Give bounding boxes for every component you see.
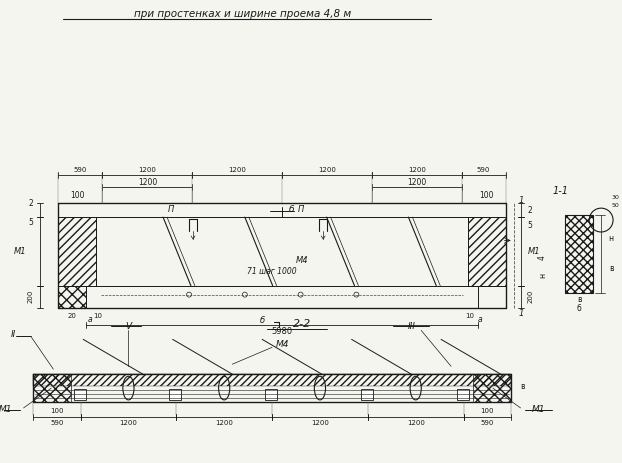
Text: в: в [609,264,613,273]
Text: 1200: 1200 [311,420,329,426]
Text: 1200: 1200 [407,420,425,426]
Bar [34,374,511,386]
Text: 100: 100 [480,191,494,200]
Text: 5980: 5980 [271,327,292,336]
Text: 200: 200 [27,290,34,303]
Bar [34,374,72,402]
Text: М4: М4 [276,340,289,349]
Text: 2-2: 2-2 [293,319,311,330]
Text: 2: 2 [29,199,34,208]
Bar [468,217,506,286]
Text: а: а [88,315,93,324]
Bar [169,389,181,400]
Text: н: н [608,234,614,244]
Text: 1200: 1200 [119,420,137,426]
Bar [265,389,277,400]
Text: П: П [168,205,174,213]
Bar [73,389,86,400]
Bar [361,389,373,400]
Text: II: II [11,330,16,339]
Text: III: III [407,322,415,331]
Bar [457,389,468,400]
Text: 10: 10 [93,313,103,319]
Text: б: б [259,316,265,325]
Text: П: П [298,205,304,213]
Text: 1200: 1200 [407,178,426,187]
Text: М1: М1 [0,406,12,414]
Text: 20: 20 [68,313,77,319]
Text: 71 шаг 1000: 71 шаг 1000 [248,267,297,276]
Text: при простенках и ширине проема 4,8 м: при простенках и ширине проема 4,8 м [134,9,351,19]
Text: 50: 50 [611,203,619,208]
Text: 10: 10 [465,313,475,319]
Text: в: в [521,382,525,391]
Text: М1: М1 [532,406,545,414]
Text: 1200: 1200 [408,167,425,173]
Text: 590: 590 [477,167,490,173]
Text: б: б [577,304,582,313]
Text: 590: 590 [50,420,63,426]
Text: М4: М4 [295,257,309,265]
Text: н: н [538,273,547,278]
Bar [473,374,511,402]
Bar [58,217,96,286]
Text: а: а [478,315,482,324]
Text: 100: 100 [50,408,64,414]
Text: 590: 590 [480,420,494,426]
Text: 1200: 1200 [139,167,156,173]
Text: 30: 30 [611,195,619,200]
Text: 100: 100 [70,191,85,200]
Text: 4: 4 [538,256,547,260]
Text: М1: М1 [527,247,540,256]
Text: 100: 100 [480,408,494,414]
Text: 1200: 1200 [137,178,157,187]
Text: 2: 2 [527,206,532,215]
Text: 590: 590 [74,167,87,173]
Text: 1200: 1200 [228,167,246,173]
Text: в: в [577,295,582,304]
Text: 1-1: 1-1 [552,186,569,196]
Bar [58,286,86,307]
Text: 5: 5 [527,220,532,230]
Text: 1: 1 [519,196,524,205]
Text: 1: 1 [519,309,524,318]
Text: 1200: 1200 [215,420,233,426]
Text: 5: 5 [29,218,34,226]
Text: М1: М1 [14,247,27,256]
Bar [565,215,593,293]
Text: 1200: 1200 [318,167,336,173]
Text: V: V [125,322,131,331]
Text: 200: 200 [527,290,534,303]
Text: б: б [289,205,295,213]
